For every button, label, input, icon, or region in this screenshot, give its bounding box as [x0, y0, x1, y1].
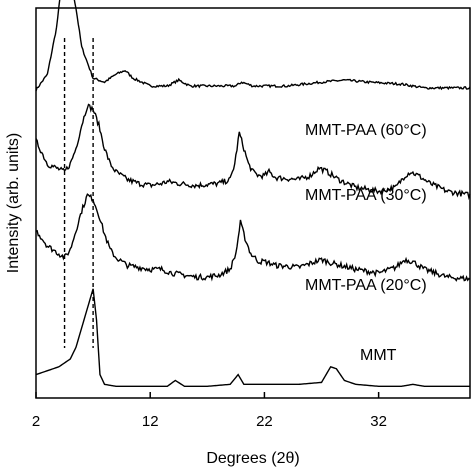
x-tick-label-0: 2 [32, 413, 40, 430]
series-layer [35, 0, 471, 387]
y-axis-label: Intensity (arb. units) [5, 133, 22, 274]
x-tick-label-3: 32 [370, 413, 387, 430]
x-axis-label: Degrees (2θ) [206, 450, 299, 467]
series-line-0 [35, 0, 471, 92]
series-line-3 [35, 288, 470, 387]
series-label-0: MMT-PAA (60°C) [305, 122, 427, 139]
series-label-3: MMT [360, 347, 397, 364]
series-line-2 [35, 193, 471, 282]
x-tick-label-1: 12 [142, 413, 159, 430]
x-axis-ticks: 2 12 22 32 [32, 392, 387, 430]
series-label-1: MMT-PAA (30°C) [305, 187, 427, 204]
plot-frame [35, 7, 471, 399]
reference-lines [63, 38, 94, 348]
series-line-1 [35, 103, 471, 201]
series-label-2: MMT-PAA (20°C) [305, 277, 427, 294]
x-tick-label-2: 22 [256, 413, 273, 430]
